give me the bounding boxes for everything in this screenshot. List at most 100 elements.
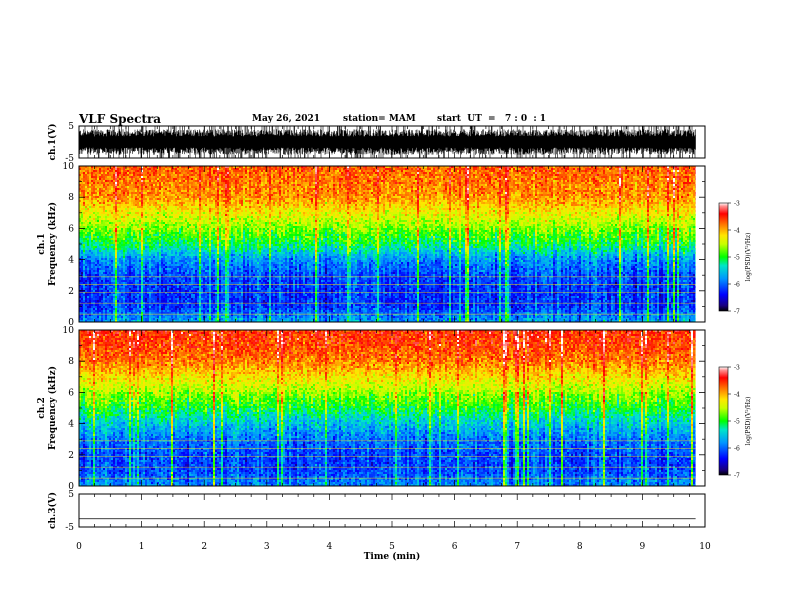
spectrogram-cell	[567, 184, 569, 186]
spectrogram-cell	[327, 174, 329, 176]
spectrogram-cell	[313, 172, 315, 174]
spectrogram-cell	[447, 168, 449, 170]
spectrogram-cell	[221, 170, 223, 172]
spectrogram-cell	[125, 186, 127, 188]
spectrogram-cell	[329, 176, 331, 178]
spectrogram-cell	[349, 178, 351, 180]
spectrogram-cell	[487, 186, 489, 188]
spectrogram-cell	[331, 178, 333, 180]
spectrogram-cell	[539, 174, 541, 176]
spectrogram-cell	[645, 174, 647, 176]
spectrogram-cell	[641, 178, 643, 180]
spectrogram-cell	[341, 172, 343, 174]
spectrogram-cell	[427, 172, 429, 174]
spectrogram-cell	[423, 174, 425, 176]
spectrogram-cell	[141, 182, 143, 184]
spectrogram-cell	[111, 180, 113, 182]
spectrogram-cell	[205, 174, 207, 176]
spectrogram-cell	[529, 172, 531, 174]
spectrogram-cell	[301, 184, 303, 186]
spectrogram-cell	[325, 176, 327, 178]
spectrogram-cell	[519, 182, 521, 184]
spectrogram-cell	[331, 186, 333, 188]
spectrogram-cell	[423, 178, 425, 180]
spectrogram-cell	[693, 168, 695, 170]
spectrogram-cell	[619, 170, 621, 172]
spectrogram-cell	[599, 170, 601, 172]
spectrogram-cell	[411, 176, 413, 178]
spectrogram-cell	[623, 178, 625, 180]
spectrogram-cell	[389, 184, 391, 186]
spectrogram-cell	[661, 170, 663, 172]
spectrogram-cell	[671, 168, 673, 170]
spectrogram-cell	[329, 174, 331, 176]
spectrogram-cell	[181, 182, 183, 184]
spectrogram-cell	[409, 170, 411, 172]
spectrogram-cell	[577, 172, 579, 174]
spectrogram-cell	[325, 182, 327, 184]
spectrogram-cell	[529, 178, 531, 180]
spectrogram-cell	[293, 168, 295, 170]
spectrogram-cell	[443, 172, 445, 174]
spectrogram-cell	[241, 186, 243, 188]
spectrogram-cell	[649, 170, 651, 172]
spectrogram-cell	[323, 178, 325, 180]
spectrogram-cell	[283, 170, 285, 172]
spectrogram-cell	[129, 182, 131, 184]
spectrogram-cell	[679, 184, 681, 186]
spectrogram-cell	[243, 180, 245, 182]
spectrogram-cell	[537, 180, 539, 182]
spectrogram-cell	[675, 182, 677, 184]
spectrogram-cell	[561, 176, 563, 178]
spectrogram-cell	[201, 182, 203, 184]
spectrogram-cell	[251, 170, 253, 172]
spectrogram-cell	[415, 170, 417, 172]
spectrogram-cell	[363, 184, 365, 186]
spectrogram-cell	[339, 178, 341, 180]
spectrogram-cell	[177, 180, 179, 182]
spectrogram-cell	[501, 182, 503, 184]
spectrogram-cell	[195, 178, 197, 180]
spectrogram-cell	[607, 180, 609, 182]
spectrogram-cell	[383, 168, 385, 170]
spectrogram-cell	[515, 182, 517, 184]
spectrogram-cell	[461, 172, 463, 174]
spectrogram-cell	[659, 184, 661, 186]
spectrogram-cell	[363, 178, 365, 180]
spectrogram-cell	[639, 182, 641, 184]
spectrogram-cell	[607, 174, 609, 176]
spectrogram-cell	[639, 180, 641, 182]
spectrogram-cell	[647, 180, 649, 182]
spectrogram-cell	[309, 186, 311, 188]
spectrogram-cell	[243, 168, 245, 170]
spectrogram-cell	[509, 180, 511, 182]
spectrogram-cell	[363, 174, 365, 176]
spectrogram-cell	[379, 184, 381, 186]
spectrogram-cell	[101, 186, 103, 188]
spectrogram-cell	[111, 172, 113, 174]
spectrogram-cell	[383, 186, 385, 188]
spectrogram-cell	[659, 172, 661, 174]
spectrogram-cell	[621, 184, 623, 186]
spectrogram-cell	[617, 176, 619, 178]
spectrogram-cell	[285, 184, 287, 186]
spectrogram-cell	[215, 174, 217, 176]
spectrogram-cell	[371, 180, 373, 182]
spectrogram-cell	[489, 168, 491, 170]
spectrogram-cell	[357, 178, 359, 180]
spectrogram-cell	[639, 170, 641, 172]
spectrogram-cell	[373, 182, 375, 184]
spectrogram-cell	[545, 176, 547, 178]
spectrogram-cell	[691, 180, 693, 182]
spectrogram-cell	[665, 176, 667, 178]
spectrogram-cell	[259, 174, 261, 176]
spectrogram-cell	[549, 176, 551, 178]
spectrogram-cell	[129, 178, 131, 180]
spectrogram-cell	[535, 176, 537, 178]
spectrogram-cell	[91, 186, 93, 188]
spectrogram-cell	[119, 170, 121, 172]
spectrogram-cell	[167, 184, 169, 186]
spectrogram-cell	[533, 176, 535, 178]
spectrogram-cell	[297, 176, 299, 178]
spectrogram-cell	[211, 170, 213, 172]
